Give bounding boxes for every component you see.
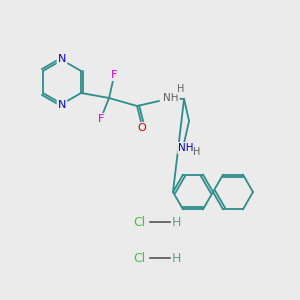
Text: H: H [177, 84, 185, 94]
Text: F: F [111, 70, 117, 80]
Text: Cl: Cl [134, 215, 146, 229]
Text: Cl: Cl [134, 251, 146, 265]
Text: N: N [58, 100, 66, 110]
Text: N: N [58, 54, 66, 64]
Text: H: H [172, 215, 182, 229]
Text: H: H [172, 251, 182, 265]
Text: O: O [138, 123, 146, 133]
Text: H: H [193, 147, 200, 157]
Text: NH: NH [178, 143, 194, 153]
Text: NH: NH [163, 93, 178, 103]
Text: F: F [98, 114, 104, 124]
